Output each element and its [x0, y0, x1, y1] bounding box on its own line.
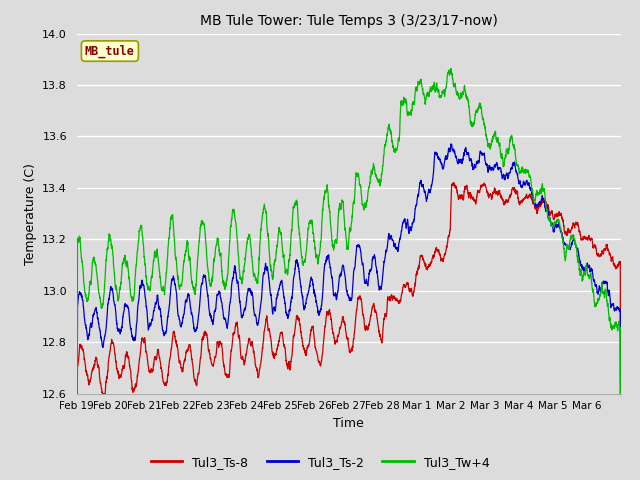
Y-axis label: Temperature (C): Temperature (C) — [24, 163, 36, 264]
Title: MB Tule Tower: Tule Temps 3 (3/23/17-now): MB Tule Tower: Tule Temps 3 (3/23/17-now… — [200, 14, 498, 28]
X-axis label: Time: Time — [333, 417, 364, 430]
Text: MB_tule: MB_tule — [85, 44, 135, 58]
Legend: Tul3_Ts-8, Tul3_Ts-2, Tul3_Tw+4: Tul3_Ts-8, Tul3_Ts-2, Tul3_Tw+4 — [145, 451, 495, 474]
